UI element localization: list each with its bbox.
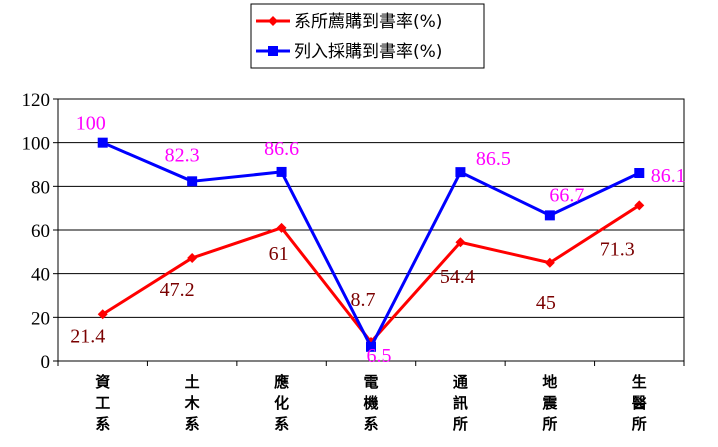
x-tick-label: 土木系: [184, 373, 201, 433]
data-point: [97, 309, 108, 320]
data-point: [276, 222, 287, 233]
legend-marker: [268, 46, 278, 56]
data-label: 54.4: [440, 266, 475, 288]
data-point: [455, 167, 466, 178]
data-point: [634, 168, 645, 179]
data-labels: 21.4 47.2 61 8.7 54.4 45 71.3 100 82.3 86.6 6.5 86.…: [70, 113, 686, 367]
x-tick-label: 電機系: [363, 373, 378, 433]
data-label: 47.2: [160, 279, 195, 301]
series-layer: [97, 137, 645, 352]
y-tick-label: 120: [22, 90, 51, 111]
legend-box: [250, 3, 485, 69]
gridlines: [58, 142, 684, 318]
y-tick-label: 100: [22, 134, 51, 155]
x-tick-label: 生醫所: [632, 373, 647, 433]
data-point: [544, 210, 555, 221]
data-label: 66.7: [549, 184, 584, 206]
legend: 系所薦購到書率(%) 列入採購到書率(%): [250, 3, 485, 69]
y-tick-label: 0: [41, 352, 51, 373]
data-point: [366, 341, 376, 352]
data-point: [187, 176, 198, 187]
data-label: 71.3: [600, 238, 635, 260]
legend-marker: [268, 16, 278, 26]
x-axis: 資工系 土木系 應化系 電機系 通訊所 地震所 生醫所: [57, 361, 685, 433]
data-label: 8.7: [351, 289, 376, 311]
data-point: [455, 237, 466, 248]
data-label: 100: [76, 113, 106, 135]
data-label: 86.6: [264, 138, 299, 160]
data-label: 82.3: [165, 144, 200, 166]
x-tick-label: 應化系: [274, 373, 289, 433]
data-point: [276, 166, 287, 177]
data-label: 86.1: [651, 165, 686, 187]
y-tick-label: 80: [31, 177, 50, 198]
y-tick-label: 20: [31, 308, 50, 329]
x-tick-label: 通訊所: [453, 373, 468, 433]
data-point: [544, 257, 555, 268]
data-label: 45: [536, 292, 556, 314]
legend-entry-label: 系所薦購到書率(%): [294, 12, 442, 32]
data-point: [634, 200, 645, 211]
series-line-2: [102, 141, 640, 349]
x-tick-label: 資工系: [95, 373, 110, 433]
data-label: 86.5: [476, 148, 511, 170]
data-label: 61: [269, 243, 289, 265]
y-tick-label: 60: [31, 221, 50, 242]
data-label: 21.4: [70, 325, 105, 347]
data-point: [187, 252, 198, 263]
y-tick-label: 40: [31, 265, 50, 286]
legend-entry-label: 列入採購到書率(%): [294, 42, 442, 62]
data-label: 6.5: [367, 345, 392, 367]
data-point: [97, 137, 108, 148]
x-tick-label: 地震所: [542, 373, 558, 433]
y-axis: 0 20 40 60 80 100 120: [22, 90, 58, 373]
